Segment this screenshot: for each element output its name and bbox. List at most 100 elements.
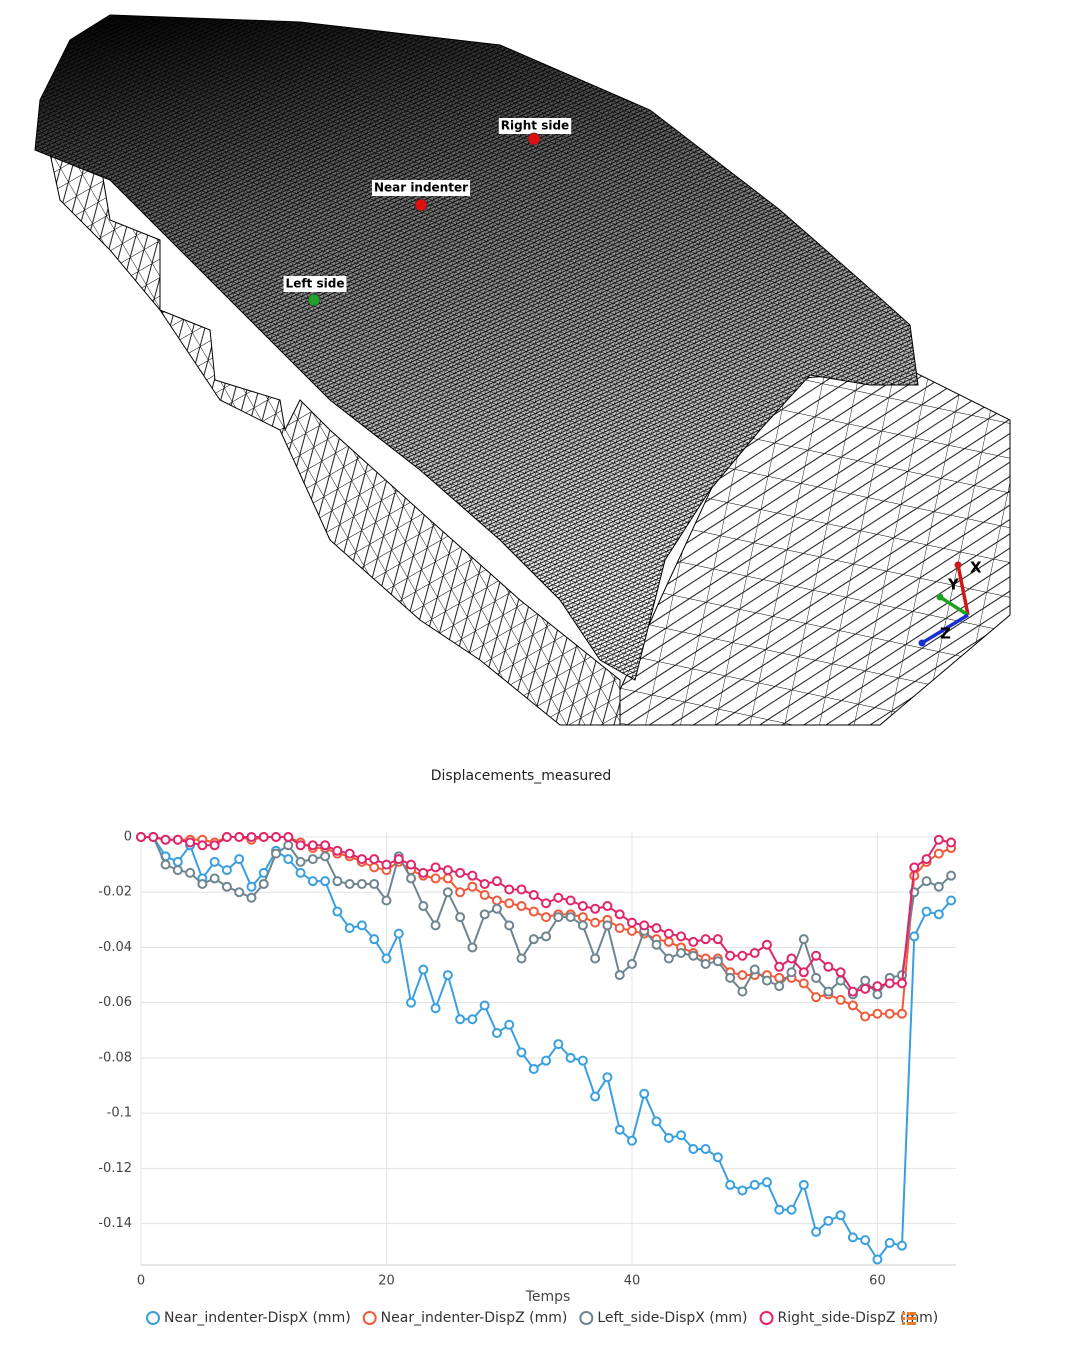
x-tick-label: 0 — [137, 1274, 145, 1289]
legend-item[interactable]: Right_side-DispZ (mm) — [759, 1310, 939, 1326]
data-point — [209, 840, 220, 851]
data-point — [590, 953, 601, 964]
data-point — [688, 1144, 699, 1155]
marker-label-bg — [371, 180, 471, 196]
marker-label-bg — [498, 118, 572, 134]
data-point — [528, 889, 539, 900]
data-point — [946, 870, 957, 881]
triad-label: X — [970, 559, 982, 577]
chart-title: Displacements_measured — [431, 768, 611, 784]
data-point — [749, 964, 760, 975]
data-point — [811, 992, 822, 1003]
data-point — [896, 978, 907, 989]
data-point — [786, 967, 797, 978]
data-point — [406, 873, 417, 884]
data-point — [553, 892, 564, 903]
marker-label-bg — [283, 276, 347, 292]
data-point — [712, 956, 723, 967]
data-point — [209, 856, 220, 867]
data-point — [430, 873, 441, 884]
data-point — [946, 837, 957, 848]
data-point — [602, 1072, 613, 1083]
data-point — [479, 878, 490, 889]
y-tick-label: -0.02 — [98, 885, 132, 900]
data-point — [860, 1235, 871, 1246]
data-point — [320, 851, 331, 862]
data-point — [737, 950, 748, 961]
legend-item[interactable]: Near_indenter-DispX (mm) — [146, 1310, 351, 1326]
data-point — [737, 986, 748, 997]
data-point — [467, 1014, 478, 1025]
data-point — [626, 925, 637, 936]
data-point — [271, 848, 282, 859]
y-tick-label: -0.04 — [98, 940, 132, 955]
x-axis-label: Temps — [525, 1289, 571, 1305]
data-point — [896, 1240, 907, 1251]
y-tick-label: -0.14 — [98, 1216, 132, 1231]
data-point — [356, 920, 367, 931]
data-point — [749, 1179, 760, 1190]
data-point — [197, 840, 208, 851]
data-point — [541, 1055, 552, 1066]
marker-dot — [527, 132, 541, 146]
data-point — [823, 961, 834, 972]
data-point — [786, 1204, 797, 1215]
data-point — [528, 1063, 539, 1074]
data-point — [577, 920, 588, 931]
data-point — [774, 981, 785, 992]
data-point — [369, 862, 380, 873]
data-point — [246, 892, 257, 903]
legend-menu-icon[interactable] — [902, 1312, 916, 1325]
data-point — [577, 912, 588, 923]
data-point — [663, 1132, 674, 1143]
data-point — [136, 832, 146, 842]
legend-label: Left_side-DispX (mm) — [597, 1310, 747, 1326]
data-point — [455, 912, 466, 923]
data-point — [246, 832, 257, 842]
legend-item[interactable]: Left_side-DispX (mm) — [579, 1310, 748, 1326]
data-point — [295, 856, 306, 867]
data-point — [614, 1124, 625, 1135]
data-point — [676, 947, 687, 958]
data-point — [811, 950, 822, 961]
data-point — [872, 1008, 883, 1019]
data-point — [491, 1028, 502, 1039]
data-point — [467, 881, 478, 892]
data-point — [860, 1011, 871, 1022]
data-point — [332, 845, 343, 856]
data-point — [406, 859, 417, 870]
data-point — [258, 878, 269, 889]
data-point — [884, 978, 895, 989]
legend-item[interactable]: Near_indenter-DispZ (mm) — [362, 1310, 568, 1326]
data-point — [369, 854, 380, 865]
data-point — [933, 909, 944, 920]
data-point — [172, 865, 183, 876]
axis-triad: XY Z — [918, 559, 982, 647]
data-point — [712, 1152, 723, 1163]
data-point — [283, 854, 294, 865]
data-point — [516, 953, 527, 964]
mesh-shade — [35, 15, 918, 680]
data-point — [712, 934, 723, 945]
data-point — [688, 936, 699, 947]
triad-tip — [936, 593, 944, 601]
triad-tip — [954, 561, 962, 569]
data-point — [467, 942, 478, 953]
data-point — [430, 862, 441, 873]
triad-axis — [939, 595, 969, 617]
data-point — [602, 901, 613, 912]
data-point — [847, 986, 858, 997]
data-point — [823, 1215, 834, 1226]
data-point — [185, 837, 196, 848]
data-point — [442, 865, 453, 876]
data-point — [381, 859, 392, 870]
data-point — [307, 854, 318, 865]
data-point — [798, 967, 809, 978]
data-point — [418, 964, 429, 975]
data-point — [528, 906, 539, 917]
data-point — [798, 978, 809, 989]
data-point — [761, 975, 772, 986]
data-point — [234, 832, 245, 842]
